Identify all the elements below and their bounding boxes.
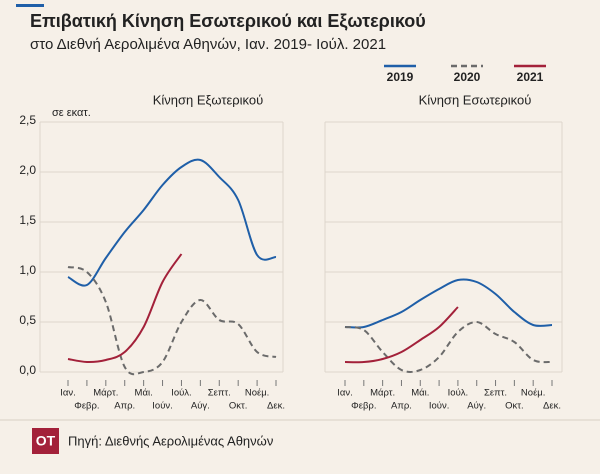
line-series bbox=[344, 278, 553, 329]
x-tick-label: Μάι. bbox=[411, 388, 429, 399]
x-tick-label: Ιούν. bbox=[429, 401, 450, 412]
logo: ΟΤ bbox=[36, 433, 56, 449]
x-tick-label: Δεκ. bbox=[267, 401, 285, 412]
x-tick-label: Ιούν. bbox=[152, 401, 173, 412]
legend-label: 2019 bbox=[387, 70, 414, 84]
panel-title: Κίνηση Εξωτερικού bbox=[153, 92, 264, 107]
legend-label: 2021 bbox=[517, 70, 544, 84]
x-tick-label: Απρ. bbox=[391, 401, 412, 412]
line-series bbox=[67, 266, 277, 376]
x-tick-label: Νοέμ. bbox=[245, 388, 270, 399]
x-tick-label: Σεπτ. bbox=[484, 388, 507, 399]
y-tick-label: 1,0 bbox=[19, 263, 36, 277]
panel-title: Κίνηση Εσωτερικού bbox=[419, 92, 532, 107]
x-tick-label: Νοέμ. bbox=[521, 388, 546, 399]
legend-label: 2020 bbox=[454, 70, 481, 84]
source: Πηγή: Διεθνής Αερολιμένας Αθηνών bbox=[68, 433, 273, 448]
x-tick-label: Οκτ. bbox=[505, 401, 524, 412]
x-tick-label: Μάρτ. bbox=[370, 388, 395, 399]
y-tick-label: 2,0 bbox=[19, 163, 36, 177]
line-series bbox=[67, 158, 277, 287]
y-tick-label: 0,0 bbox=[19, 363, 36, 377]
y-tick-label: 0,5 bbox=[19, 313, 36, 327]
x-tick-label: Αύγ. bbox=[467, 401, 486, 412]
title: Επιβατική Κίνηση Εσωτερικού και Εξωτερικ… bbox=[30, 11, 426, 32]
x-tick-label: Δεκ. bbox=[543, 401, 561, 412]
x-tick-label: Απρ. bbox=[114, 401, 135, 412]
x-tick-label: Φεβρ. bbox=[351, 401, 376, 412]
x-tick-label: Αύγ. bbox=[191, 401, 210, 412]
y-tick-label: 2,5 bbox=[19, 113, 36, 127]
line-series bbox=[67, 253, 183, 364]
x-tick-label: Φεβρ. bbox=[74, 401, 99, 412]
y-axis-label: σε εκατ. bbox=[52, 107, 91, 119]
x-tick-label: Μάρτ. bbox=[93, 388, 118, 399]
y-tick-label: 1,5 bbox=[19, 213, 36, 227]
x-tick-label: Ιούλ. bbox=[171, 388, 192, 399]
line-series bbox=[344, 306, 459, 364]
x-tick-label: Μάι. bbox=[135, 388, 153, 399]
subtitle: στο Διεθνή Αερολιμένα Αθηνών, Ιαν. 2019-… bbox=[30, 36, 386, 53]
logo-box bbox=[32, 428, 59, 454]
x-tick-label: Ιαν. bbox=[60, 388, 76, 399]
x-tick-label: Ιαν. bbox=[337, 388, 353, 399]
line-series bbox=[344, 320, 553, 373]
x-tick-label: Οκτ. bbox=[229, 401, 248, 412]
x-tick-label: Σεπτ. bbox=[208, 388, 231, 399]
accent-bar bbox=[16, 4, 44, 7]
x-tick-label: Ιούλ. bbox=[448, 388, 469, 399]
